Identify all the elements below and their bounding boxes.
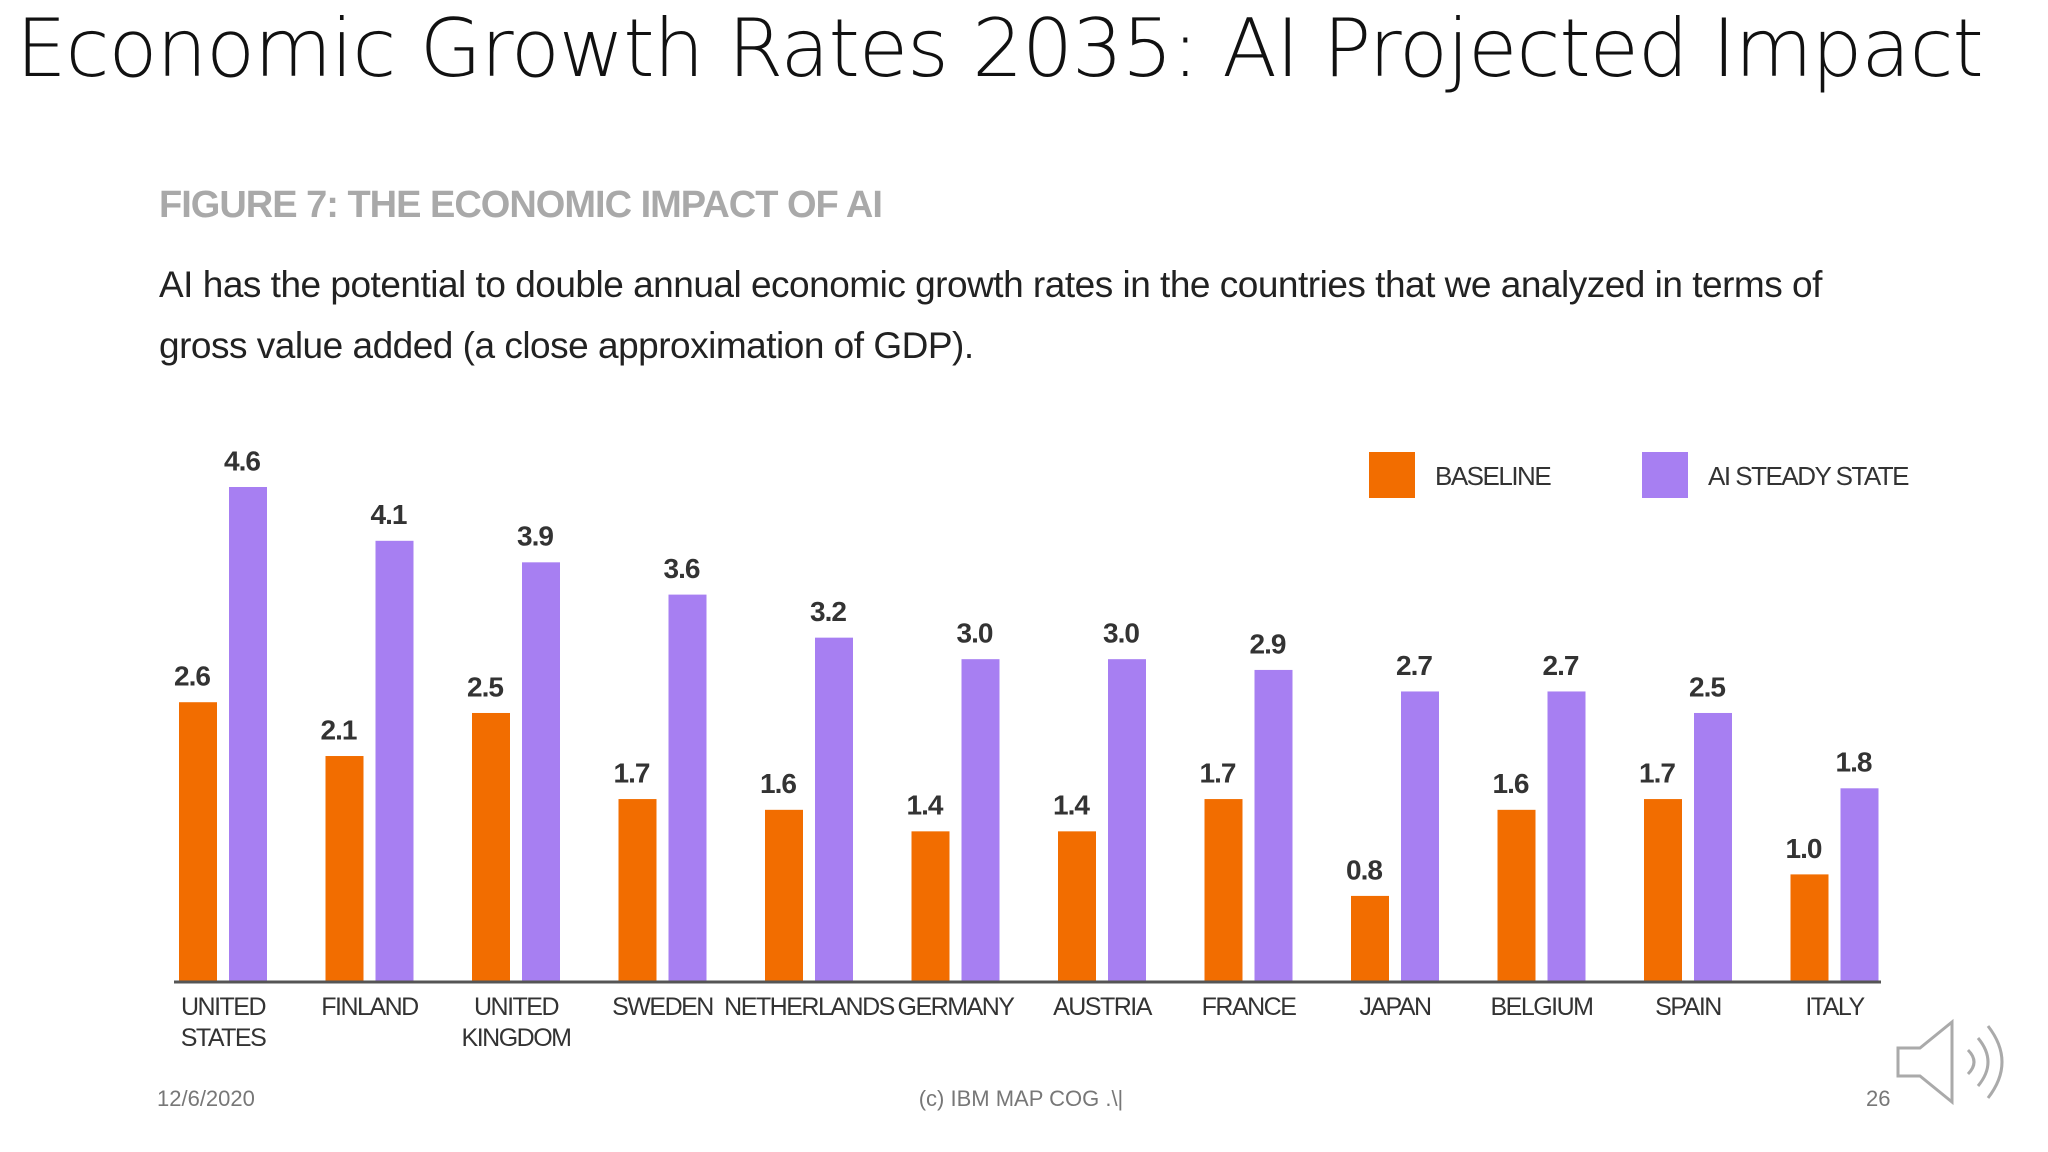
bar xyxy=(1401,691,1439,982)
x-tick-label: NETHERLANDS xyxy=(724,993,895,1021)
value-label: 2.1 xyxy=(321,714,357,745)
x-tick-label: SPAIN xyxy=(1655,993,1722,1021)
x-tick-label: FINLAND xyxy=(321,993,419,1021)
value-label: 2.5 xyxy=(467,671,503,702)
bar xyxy=(1351,895,1389,982)
value-label: 4.1 xyxy=(371,499,407,530)
legend-label: AI STEADY STATE xyxy=(1708,461,1909,491)
x-tick-label: BELGIUM xyxy=(1490,993,1594,1021)
value-label: 1.7 xyxy=(1200,757,1236,788)
bar xyxy=(1497,809,1536,982)
bar xyxy=(472,712,510,982)
value-label: 1.6 xyxy=(1493,768,1529,799)
x-tick-label: UNITED STATES xyxy=(180,993,267,1052)
value-label: 3.9 xyxy=(517,521,553,552)
bar xyxy=(1840,788,1879,982)
value-label: 2.5 xyxy=(1689,671,1725,702)
x-tick-label: JAPAN xyxy=(1359,993,1432,1021)
value-label: 0.8 xyxy=(1346,854,1382,885)
bar xyxy=(1790,874,1829,982)
legend-swatch xyxy=(1642,452,1688,498)
x-tick-label: GERMANY xyxy=(897,993,1015,1021)
bar xyxy=(1254,669,1293,982)
bar xyxy=(179,702,217,982)
bar xyxy=(1058,831,1096,982)
x-tick-label: ITALY xyxy=(1805,993,1865,1021)
value-label: 1.0 xyxy=(1786,833,1822,864)
value-label: 3.0 xyxy=(957,618,993,649)
value-label: 3.6 xyxy=(664,553,700,584)
value-label: 2.7 xyxy=(1396,650,1432,681)
bar xyxy=(765,809,803,982)
bar xyxy=(1644,799,1682,982)
chart-subtitle: AI has the potential to double annual ec… xyxy=(159,264,1822,366)
slide-date: 12/6/2020 xyxy=(157,1086,255,1111)
value-label: 2.7 xyxy=(1543,650,1579,681)
value-label: 1.4 xyxy=(1053,790,1090,821)
bar xyxy=(618,799,657,982)
value-label: 4.6 xyxy=(224,445,260,476)
bar xyxy=(325,756,364,982)
x-tick-label: SWEDEN xyxy=(612,993,714,1021)
value-label: 3.2 xyxy=(810,596,846,627)
bar xyxy=(1547,691,1586,982)
bar xyxy=(1108,659,1146,982)
bar xyxy=(815,637,853,982)
x-tick-label: AUSTRIA xyxy=(1053,993,1152,1021)
slide-number: 26 xyxy=(1866,1086,1891,1111)
legend-label: BASELINE xyxy=(1435,461,1551,491)
value-label: 1.8 xyxy=(1836,747,1872,778)
bar xyxy=(375,540,414,982)
bar xyxy=(961,659,1000,982)
legend-swatch xyxy=(1369,452,1415,498)
value-label: 1.7 xyxy=(1639,757,1675,788)
x-tick-label: UNITED KINGDOM xyxy=(461,993,572,1052)
slide-footer: (c) IBM MAP COG .\| xyxy=(918,1086,1124,1111)
bar xyxy=(1694,712,1732,982)
value-label: 1.6 xyxy=(760,768,796,799)
chart-title: FIGURE 7: THE ECONOMIC IMPACT OF AI xyxy=(159,184,883,226)
value-label: 1.7 xyxy=(614,757,650,788)
value-label: 3.0 xyxy=(1103,618,1139,649)
bar xyxy=(1204,799,1243,982)
value-label: 2.9 xyxy=(1250,628,1286,659)
slide-title: Economic Growth Rates 2035: AI Projected… xyxy=(16,2,1984,95)
bar xyxy=(229,487,267,982)
bar xyxy=(668,594,707,982)
value-label: 2.6 xyxy=(174,661,210,692)
speaker-icon xyxy=(1896,1018,2004,1106)
x-tick-label: FRANCE xyxy=(1201,993,1297,1021)
bar xyxy=(522,562,560,982)
bar xyxy=(911,831,950,982)
value-label: 1.4 xyxy=(907,790,944,821)
